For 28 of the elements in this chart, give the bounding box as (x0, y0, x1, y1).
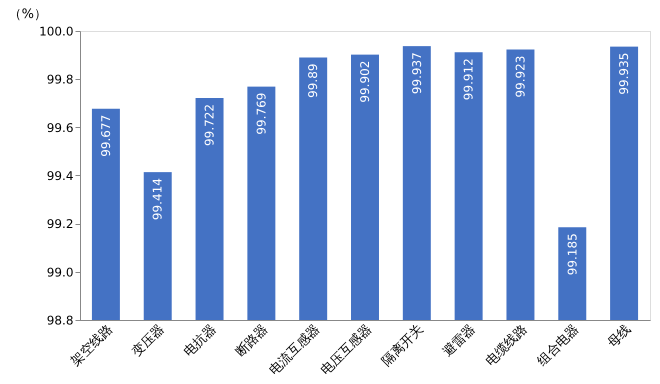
x-tick-label: 变压器 (129, 322, 168, 360)
data-label: 99.935 (617, 52, 632, 95)
data-label: 99.677 (98, 114, 113, 157)
y-tick-label: 99.8 (46, 72, 74, 87)
x-tick-label: 电缆线路 (482, 322, 530, 370)
x-tick-label: 断路器 (233, 322, 272, 360)
data-label: 99.912 (462, 58, 476, 100)
x-tick-label: 组合电器 (534, 322, 582, 370)
y-tick-label: 98.8 (46, 314, 74, 328)
y-tick-label: 99.6 (46, 120, 74, 135)
y-tick-label: 99.2 (46, 217, 74, 232)
y-tick-label: 100.0 (39, 24, 74, 38)
data-label: 99.769 (254, 92, 268, 135)
y-axis-title: （%） (8, 7, 48, 22)
data-label: 99.722 (202, 104, 217, 146)
data-label: 99.185 (565, 233, 580, 276)
x-tick-label: 隔离开关 (378, 321, 427, 370)
data-label: 99.902 (358, 60, 372, 103)
x-tick-label: 电压互感器 (318, 322, 375, 378)
data-label: 99.923 (513, 56, 528, 98)
data-label: 99.89 (306, 63, 320, 98)
y-tick-label: 99.0 (46, 265, 74, 280)
x-tick-label: 母线 (605, 322, 634, 351)
data-label: 99.414 (150, 178, 165, 220)
y-tick-label: 99.4 (46, 169, 74, 183)
x-tick-label: 电抗器 (181, 322, 220, 360)
x-tick-label: 避雷器 (440, 322, 479, 360)
data-label: 99.937 (410, 52, 424, 94)
